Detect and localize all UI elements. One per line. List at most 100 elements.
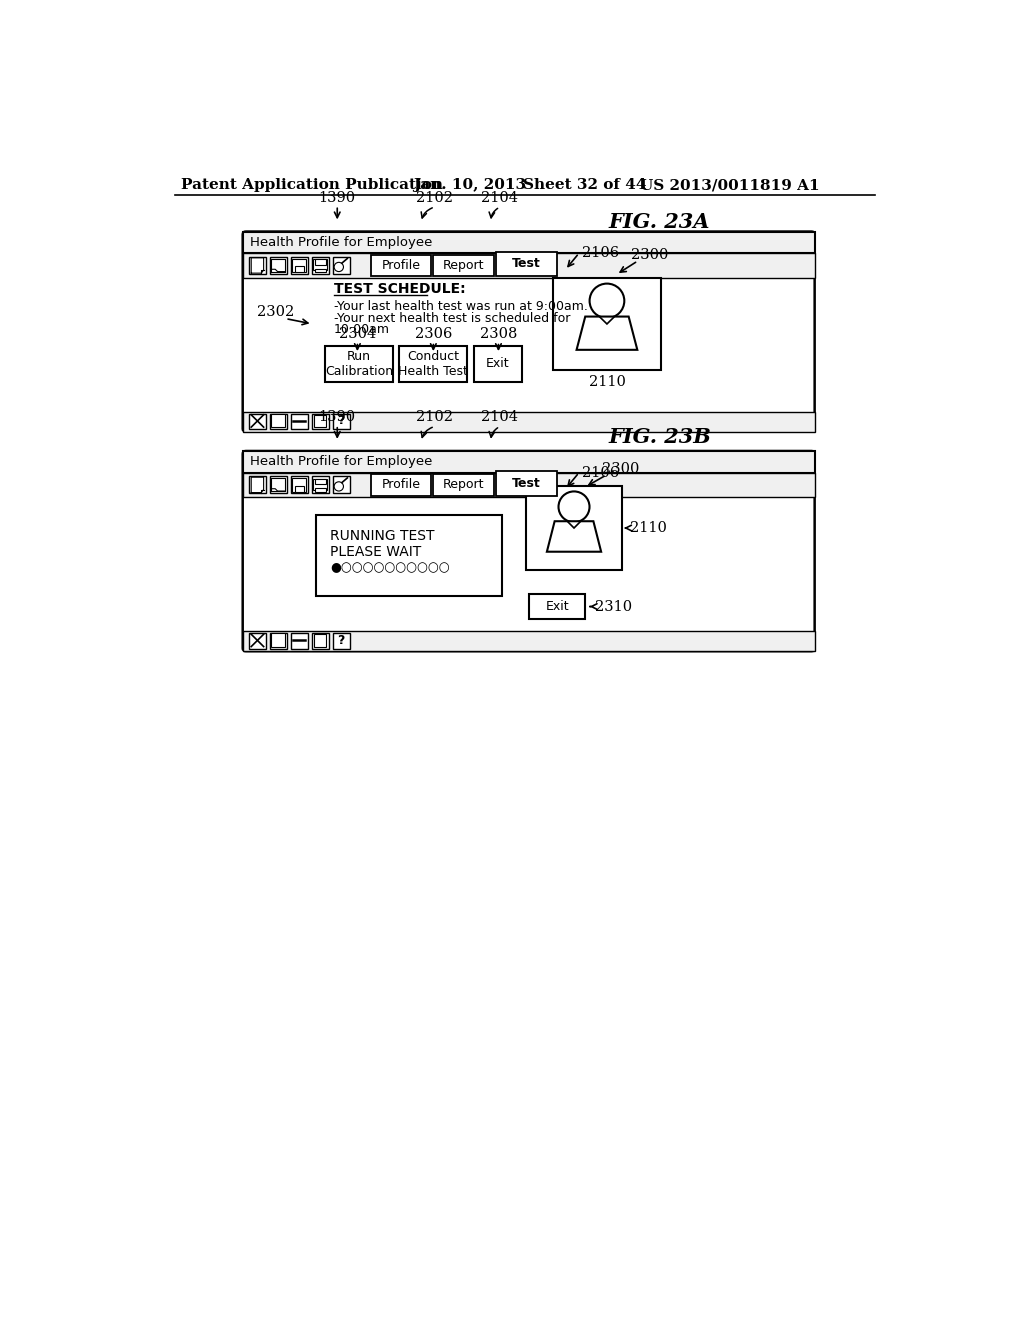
Bar: [496, 252, 557, 276]
Bar: [316, 515, 503, 595]
Text: -Your next health test is scheduled for: -Your next health test is scheduled for: [334, 312, 570, 325]
Text: Test: Test: [512, 477, 541, 490]
Bar: [291, 634, 308, 649]
Bar: [314, 488, 326, 492]
Bar: [314, 479, 326, 484]
Text: Jan. 10, 2013: Jan. 10, 2013: [414, 178, 526, 193]
Polygon shape: [577, 317, 637, 350]
Bar: [243, 253, 815, 277]
Text: 10:00am: 10:00am: [334, 323, 390, 335]
Text: ?: ?: [338, 634, 345, 647]
Bar: [270, 477, 287, 494]
Bar: [249, 477, 266, 494]
Bar: [291, 477, 308, 494]
Bar: [325, 346, 393, 381]
Text: 2300: 2300: [602, 462, 639, 475]
Text: 2106: 2106: [583, 246, 620, 260]
Bar: [291, 414, 308, 429]
Bar: [295, 267, 304, 272]
Circle shape: [590, 284, 625, 318]
Text: Profile: Profile: [381, 478, 420, 491]
Bar: [313, 259, 328, 271]
Text: Run
Calibration: Run Calibration: [325, 350, 393, 378]
Text: Test: Test: [512, 257, 541, 271]
Text: FIG. 23A: FIG. 23A: [608, 211, 710, 231]
Bar: [243, 412, 815, 432]
FancyBboxPatch shape: [243, 451, 815, 651]
Bar: [371, 255, 431, 276]
Text: TEST SCHEDULE:: TEST SCHEDULE:: [334, 282, 466, 296]
Bar: [553, 277, 662, 370]
Bar: [270, 257, 287, 275]
Polygon shape: [547, 521, 601, 552]
Bar: [314, 259, 326, 264]
Text: Health Profile for Employee: Health Profile for Employee: [251, 236, 433, 249]
Bar: [249, 257, 266, 275]
Bar: [270, 414, 287, 429]
Text: 2304: 2304: [339, 327, 376, 341]
Bar: [399, 346, 467, 381]
Text: 2308: 2308: [480, 327, 517, 341]
Bar: [271, 414, 286, 428]
Bar: [333, 477, 349, 494]
Text: Exit: Exit: [546, 601, 569, 612]
Text: 2306: 2306: [415, 327, 452, 341]
Text: 2110: 2110: [589, 375, 626, 389]
Bar: [371, 474, 431, 496]
Circle shape: [334, 482, 343, 491]
Bar: [311, 257, 329, 275]
Bar: [291, 257, 308, 275]
Text: Sheet 32 of 44: Sheet 32 of 44: [523, 178, 647, 193]
Bar: [271, 634, 286, 647]
Bar: [333, 414, 349, 429]
Text: ?: ?: [338, 414, 345, 428]
Bar: [313, 479, 328, 490]
Bar: [249, 634, 266, 649]
Text: Patent Application Publication: Patent Application Publication: [180, 178, 442, 193]
Bar: [295, 486, 304, 492]
Bar: [496, 471, 557, 496]
Text: 2310: 2310: [595, 599, 632, 614]
Bar: [311, 634, 329, 649]
Bar: [311, 477, 329, 494]
Bar: [333, 634, 349, 649]
Bar: [314, 414, 327, 428]
Bar: [243, 231, 815, 253]
Bar: [270, 634, 287, 649]
Bar: [529, 594, 586, 619]
Bar: [243, 451, 815, 473]
Text: Exit: Exit: [485, 358, 510, 371]
Text: FIG. 23B: FIG. 23B: [608, 428, 712, 447]
Bar: [474, 346, 521, 381]
Text: ●○○○○○○○○○○: ●○○○○○○○○○○: [331, 561, 450, 574]
Text: 2102: 2102: [417, 411, 454, 424]
Bar: [433, 474, 494, 496]
Text: 2302: 2302: [257, 305, 294, 319]
Bar: [292, 478, 306, 492]
Bar: [243, 473, 815, 498]
Text: 2104: 2104: [481, 411, 518, 424]
Bar: [314, 635, 327, 647]
Text: RUNNING TEST: RUNNING TEST: [331, 529, 435, 544]
Text: -Your last health test was run at 9:00am.: -Your last health test was run at 9:00am…: [334, 300, 588, 313]
Text: Report: Report: [442, 478, 484, 491]
Bar: [249, 414, 266, 429]
Text: Health Profile for Employee: Health Profile for Employee: [251, 455, 433, 469]
Bar: [311, 414, 329, 429]
Text: Report: Report: [442, 259, 484, 272]
Text: Profile: Profile: [381, 259, 420, 272]
Text: 1390: 1390: [318, 411, 355, 424]
Text: 2106: 2106: [583, 466, 620, 479]
Bar: [333, 257, 349, 275]
Bar: [292, 259, 306, 272]
Circle shape: [334, 263, 343, 272]
Text: US 2013/0011819 A1: US 2013/0011819 A1: [640, 178, 819, 193]
Bar: [433, 255, 494, 276]
Bar: [243, 631, 815, 651]
FancyBboxPatch shape: [243, 231, 815, 432]
Text: 2110: 2110: [630, 521, 667, 535]
Text: PLEASE WAIT: PLEASE WAIT: [331, 545, 422, 558]
Text: 2300: 2300: [631, 248, 669, 261]
Bar: [314, 268, 326, 272]
Text: 1390: 1390: [318, 190, 355, 205]
